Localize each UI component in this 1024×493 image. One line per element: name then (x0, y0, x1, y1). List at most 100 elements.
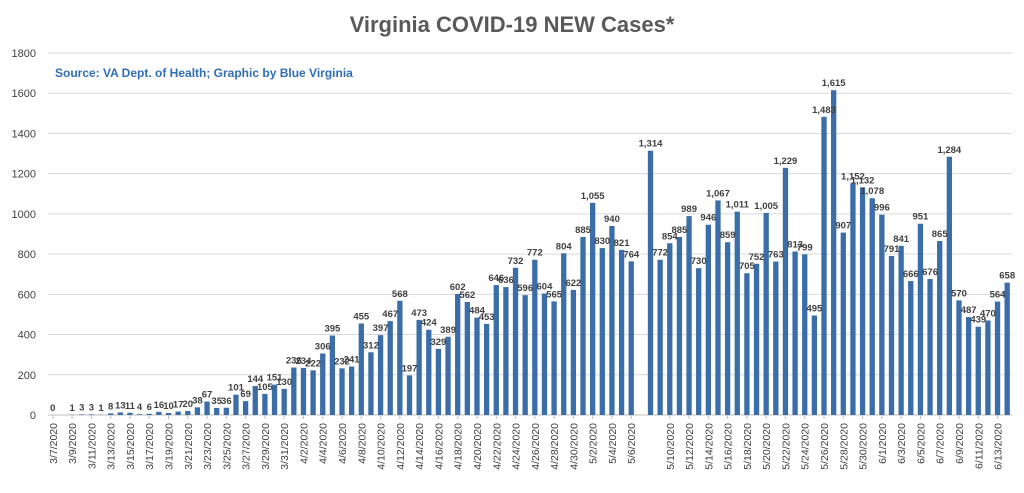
bar (859, 187, 866, 415)
bar (753, 263, 760, 415)
bar (146, 413, 152, 415)
data-label: 1,132 (851, 175, 875, 186)
data-label: 1,314 (639, 139, 663, 150)
x-tick-label: 5/26/2020 (819, 423, 831, 470)
bar (175, 411, 181, 415)
bar (705, 224, 711, 415)
bar (165, 412, 172, 415)
bar (811, 315, 818, 415)
bar (242, 401, 249, 415)
data-label: 453 (479, 312, 495, 323)
data-label: 804 (556, 241, 573, 252)
x-tick-label: 5/12/2020 (684, 423, 696, 470)
bar (223, 407, 229, 415)
bar (946, 156, 952, 416)
bar (647, 150, 654, 416)
data-label: 996 (874, 203, 890, 214)
x-tick-label: 6/1/2020 (877, 423, 889, 464)
y-tick-label: 800 (18, 249, 36, 261)
data-label: 16 (154, 400, 165, 411)
data-label: 234 (296, 356, 313, 367)
data-label: 467 (382, 309, 398, 320)
data-label: 484 (469, 306, 486, 317)
data-label: 570 (951, 288, 967, 299)
bar (464, 301, 470, 415)
data-label: 940 (604, 214, 620, 225)
bar (618, 249, 625, 415)
bar (512, 267, 519, 415)
x-tick-label: 4/26/2020 (530, 423, 542, 470)
bar (233, 394, 239, 415)
bar (763, 212, 769, 415)
bar (792, 251, 798, 415)
data-label: 232 (334, 356, 350, 367)
x-tick-label: 3/13/2020 (106, 423, 118, 470)
bar (300, 367, 307, 415)
x-tick-label: 4/18/2020 (453, 423, 465, 470)
bar (715, 200, 721, 415)
bar (310, 370, 316, 415)
x-tick-label: 4/4/2020 (318, 423, 330, 464)
data-label: 752 (749, 252, 765, 263)
data-label: 799 (797, 242, 813, 253)
x-tick-label: 3/29/2020 (260, 423, 272, 470)
data-label: 854 (662, 231, 679, 242)
data-label: 602 (450, 282, 466, 293)
data-label: 1,067 (706, 188, 730, 199)
data-label: 772 (652, 248, 668, 259)
bar (609, 225, 615, 415)
x-tick-label: 3/25/2020 (221, 423, 233, 470)
bar (869, 198, 875, 415)
data-label: 885 (575, 225, 592, 236)
bar (850, 183, 856, 415)
x-tick-label: 5/4/2020 (607, 423, 619, 464)
bar (937, 241, 943, 415)
x-tick-label: 3/9/2020 (67, 423, 79, 464)
data-label: 763 (768, 250, 784, 261)
bar (368, 352, 374, 415)
data-label: 1 (69, 403, 75, 414)
data-label: 36 (221, 396, 232, 407)
y-tick-label: 1800 (12, 48, 36, 60)
data-label: 705 (739, 261, 756, 272)
data-label: 69 (240, 389, 251, 400)
bar (561, 253, 567, 415)
y-axis: 0 200 400 600 800 1000 1200 1400 1600 1800 (12, 48, 36, 422)
data-label: 312 (363, 340, 379, 351)
x-axis: 3/7/2020 3/9/2020 3/11/2020 3/13/2020 3/15/2… (48, 415, 1005, 470)
data-label: 989 (681, 204, 697, 215)
x-tick-label: 5/10/2020 (665, 423, 677, 470)
x-tick-label: 4/6/2020 (337, 423, 349, 464)
bar (271, 384, 278, 415)
data-label: 646 (488, 273, 504, 284)
bar (406, 375, 413, 415)
data-label: 1,078 (860, 186, 884, 197)
bar (252, 386, 258, 415)
bar (281, 388, 287, 415)
x-tick-label: 3/15/2020 (125, 423, 137, 470)
data-label: 397 (373, 323, 389, 334)
data-label: 0 (50, 403, 55, 414)
bar (686, 216, 692, 415)
data-label: 568 (392, 289, 408, 300)
x-tick-label: 4/30/2020 (568, 423, 580, 470)
y-tick-label: 400 (18, 330, 36, 342)
x-tick-label: 5/16/2020 (723, 423, 735, 470)
x-tick-label: 5/6/2020 (626, 423, 638, 464)
data-label: 151 (267, 373, 284, 384)
x-tick-label: 5/28/2020 (838, 423, 850, 470)
data-label: 636 (498, 275, 514, 286)
bar (493, 285, 499, 415)
data-label: 20 (182, 399, 193, 410)
data-label: 11 (125, 401, 136, 412)
data-label: 38 (192, 395, 203, 406)
data-label: 439 (970, 315, 986, 326)
y-tick-label: 1000 (12, 209, 36, 221)
data-label: 676 (922, 267, 938, 278)
bar (426, 329, 432, 415)
data-label: 596 (517, 283, 533, 294)
data-label: 17 (173, 400, 184, 411)
bar (387, 321, 393, 415)
bar (320, 353, 326, 415)
